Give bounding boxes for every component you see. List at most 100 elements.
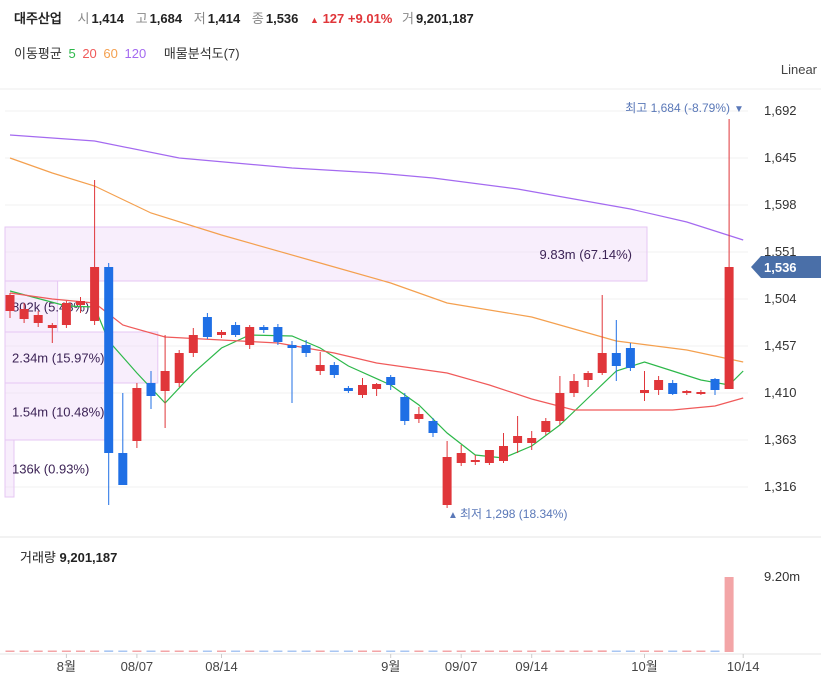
candle-body [611, 353, 621, 366]
candle [301, 340, 311, 357]
candle [231, 322, 241, 337]
ma-label[interactable]: 이동평균 [14, 46, 62, 61]
ma20-line [9, 292, 744, 411]
x-tick-label: 9월 [381, 659, 400, 674]
low-marker: 최저 1,298 (18.34%) [460, 507, 567, 521]
candle [597, 295, 607, 375]
current-price-tag [751, 256, 821, 278]
volume-profile-label: 2.34m (15.97%) [12, 351, 105, 366]
volume-bar [90, 650, 100, 652]
volume-bar [611, 650, 621, 652]
candle [513, 416, 523, 453]
change-percent: +9.01% [347, 11, 393, 26]
candle [583, 371, 593, 387]
candle [188, 328, 198, 357]
volume-bar [76, 650, 85, 652]
volume-bar [484, 650, 494, 652]
candle-body [245, 327, 255, 345]
candle-body [386, 377, 396, 385]
candle-body [724, 267, 734, 389]
ma-20[interactable]: 20 [82, 46, 97, 61]
y-tick-label: 1,598 [764, 197, 797, 212]
volume-bar [146, 650, 156, 652]
volume-bar [188, 650, 198, 652]
candle-body [625, 348, 635, 368]
y-tick-label: 1,316 [764, 479, 797, 494]
volume-bar [273, 650, 283, 652]
volume-bar [47, 650, 57, 652]
volume-bar [640, 650, 649, 652]
volume-bar [456, 650, 466, 652]
candle [174, 350, 184, 387]
candle [555, 376, 565, 425]
candle-body [583, 373, 593, 380]
x-tick-label: 09/07 [445, 659, 478, 674]
low-label: 저 [193, 11, 206, 26]
candle-body [287, 345, 297, 348]
scale-toggle[interactable]: Linear [780, 62, 817, 77]
volume-max-label: 9.20m [764, 569, 800, 584]
volume-bar [555, 650, 565, 652]
candle [343, 386, 353, 393]
candle [259, 325, 269, 333]
candle [541, 418, 551, 435]
volume-bar [259, 650, 269, 652]
candle-body [456, 453, 466, 463]
volume-profile-label: 136k (0.93%) [12, 462, 89, 477]
candle [724, 119, 734, 389]
down-triangle-icon: ▼ [734, 104, 744, 115]
volume-profile-label: 1.54m (10.48%) [12, 405, 105, 420]
volume-bar [696, 650, 706, 652]
close-label: 종 [251, 11, 264, 26]
candle-body [414, 414, 424, 419]
volume-bar [400, 650, 410, 652]
candle [47, 323, 57, 343]
stock-name: 대주산업 [14, 11, 62, 26]
candle [245, 325, 255, 349]
candle [160, 335, 170, 428]
volume-profile-bar [4, 382, 106, 441]
candle [386, 375, 396, 390]
ma-120[interactable]: 120 [124, 46, 147, 61]
volume-title: 거래량 9,201,187 [20, 547, 117, 566]
volume-bar [541, 650, 551, 652]
candle [668, 380, 678, 395]
ma-5[interactable]: 5 [68, 46, 76, 61]
candle-body [710, 379, 720, 390]
volume-bar [654, 650, 664, 652]
candle-body [696, 392, 706, 394]
y-tick-label: 1,363 [764, 432, 797, 447]
candle-body [188, 335, 198, 353]
ma60-line [9, 157, 744, 363]
volume-bar [386, 650, 396, 652]
volume-profile-label[interactable]: 매물분석도(7) [163, 46, 240, 61]
y-tick-label: 1,410 [764, 385, 797, 400]
candle-body [202, 317, 212, 337]
candle [202, 313, 212, 339]
y-tick-label: 1,504 [764, 291, 797, 306]
ma-60[interactable]: 60 [103, 46, 118, 61]
y-tick-label: 1,457 [764, 338, 797, 353]
volume-bar [710, 650, 720, 652]
candle-body [19, 309, 29, 319]
price-header: 대주산업 시 1,414 고 1,684 저 1,414 종 1,536 ▲ 127 +… [14, 8, 482, 27]
candle-body [47, 325, 57, 328]
volume-bar [682, 650, 692, 652]
candle-body [400, 397, 410, 421]
volume-profile-bar [4, 439, 15, 498]
candle-body [5, 295, 15, 311]
candle-body [104, 267, 114, 453]
candle [90, 180, 100, 325]
candle [414, 407, 424, 423]
volume-bar [597, 650, 607, 652]
volume-bar [442, 650, 452, 652]
volume-bar [625, 650, 635, 652]
volume-bar [19, 650, 29, 652]
x-tick-label: 10/14 [727, 659, 760, 674]
high-marker: 최고 1,684 (-8.79%) [625, 101, 730, 115]
candle-body [484, 450, 494, 463]
candle-body [259, 327, 269, 330]
open-label: 시 [77, 11, 90, 26]
candle [76, 297, 85, 313]
